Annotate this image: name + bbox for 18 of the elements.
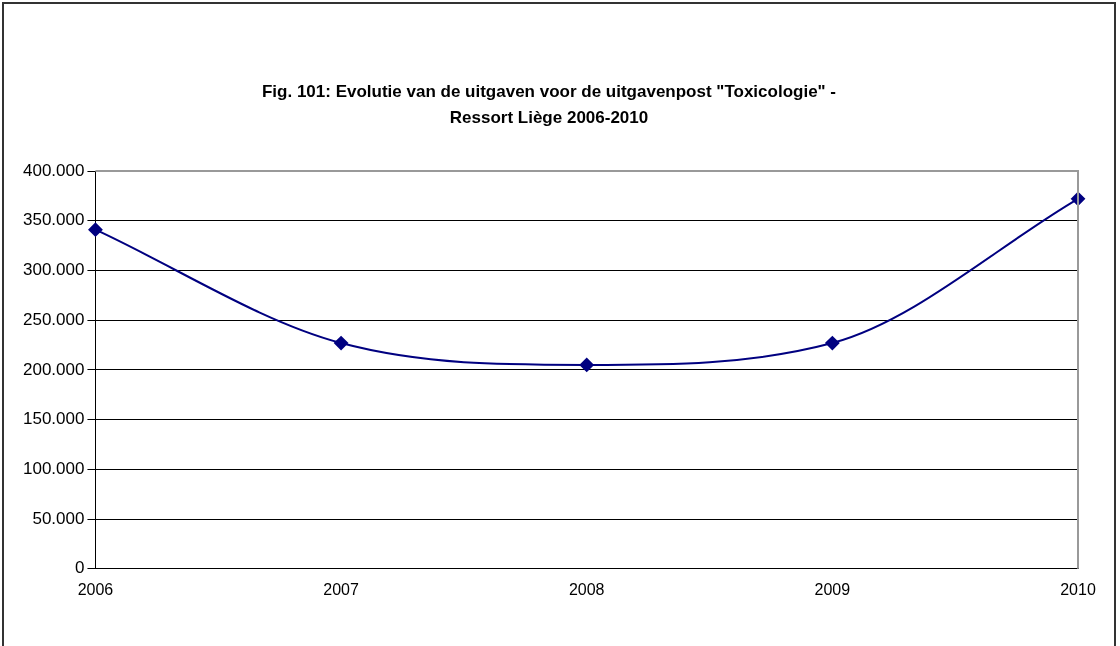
point <box>579 357 594 372</box>
y-tick-label: 100.000 <box>23 459 85 479</box>
y-tick-label: 50.000 <box>32 508 85 528</box>
x-tick-label: 2007 <box>323 580 359 598</box>
y-tick-label: 150.000 <box>23 409 85 429</box>
y-tick-label: 400.000 <box>23 160 85 180</box>
y-tick-label: 0 <box>74 558 85 578</box>
chart-title: Fig. 101: Evolutie van de uitgaven voor de uitgavenpost "Toxicologie" - Ressort Liège 2006-2010 <box>261 82 837 127</box>
x-tick-label: 2009 <box>814 580 851 598</box>
x-tick-label: 2008 <box>568 580 605 598</box>
y-tick-label: 250.000 <box>23 309 85 329</box>
x-tick-label: 2006 <box>77 580 114 598</box>
point <box>825 336 840 351</box>
y-tick-label: 300.000 <box>23 260 85 280</box>
y-tick-label: 350.000 <box>23 210 85 230</box>
y-tick-label: 200.000 <box>23 359 85 379</box>
point <box>334 336 349 351</box>
x-tick-label: 2010 <box>1060 580 1096 598</box>
